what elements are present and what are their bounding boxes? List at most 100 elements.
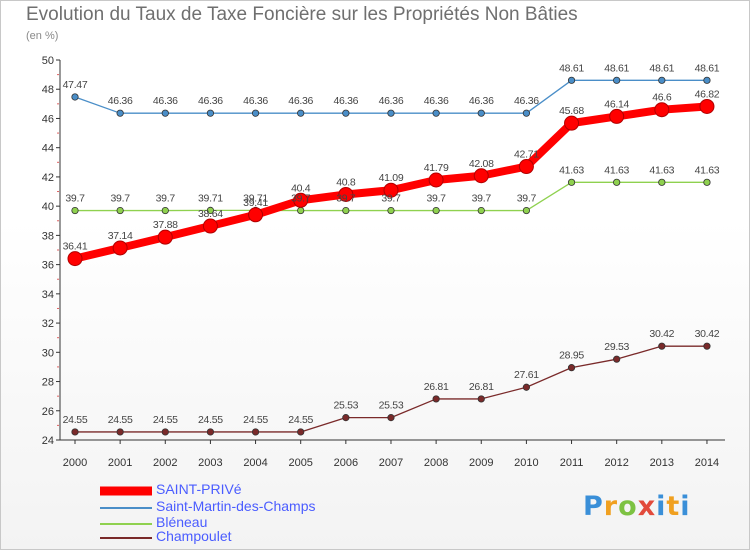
- unit-label: (en %): [26, 30, 59, 42]
- data-point: [654, 102, 670, 118]
- y-tick-label: 50: [42, 55, 54, 67]
- data-label: 41.63: [649, 164, 674, 176]
- data-point: [116, 206, 124, 215]
- data-label: 36.41: [63, 241, 88, 253]
- axes: 24 26 28 30 32 34 36 38 40 42 44 46 48 50 2000 2001 2002…: [42, 55, 725, 469]
- data-point: [383, 182, 399, 198]
- x-tick-label: 2003: [198, 457, 222, 469]
- y-tick-label: 32: [42, 318, 54, 330]
- data-point: [116, 109, 124, 117]
- series-layer: [67, 76, 715, 436]
- y-tick-label: 34: [42, 289, 54, 301]
- data-point: [477, 109, 485, 117]
- y-tick-label: 42: [42, 172, 54, 184]
- data-point: [522, 383, 531, 391]
- data-point: [293, 192, 309, 208]
- data-label: 46.36: [243, 95, 268, 107]
- data-point: [338, 186, 354, 202]
- data-point: [658, 76, 666, 84]
- data-label: 46.36: [198, 95, 223, 107]
- data-point: [477, 206, 485, 215]
- x-tick-label: 2001: [108, 457, 132, 469]
- x-tick-label: 2005: [288, 457, 312, 469]
- x-tick-label: 2009: [469, 457, 493, 469]
- data-label: 29.53: [604, 341, 629, 353]
- data-label: 39.71: [243, 192, 268, 204]
- data-label: 26.81: [424, 381, 449, 393]
- data-label: 41.09: [379, 172, 404, 184]
- data-label: 40.8: [336, 176, 356, 188]
- x-tick-label: 2002: [153, 457, 177, 469]
- data-label: 25.53: [333, 400, 358, 412]
- y-tick-label: 40: [42, 201, 54, 213]
- data-point: [161, 206, 169, 215]
- data-point: [428, 172, 444, 188]
- data-point: [658, 178, 666, 186]
- data-point: [613, 355, 621, 363]
- data-point: [206, 428, 215, 436]
- data-point: [297, 109, 305, 117]
- data-label: 39.7: [156, 193, 176, 205]
- data-label: 46.36: [514, 95, 539, 107]
- data-point: [567, 178, 576, 186]
- data-label: 28.95: [559, 350, 584, 362]
- data-point: [157, 229, 173, 245]
- x-tick-label: 2012: [604, 457, 628, 469]
- x-tick-label: 2011: [560, 457, 584, 469]
- data-point: [613, 178, 621, 186]
- data-label: 46.6: [652, 92, 672, 104]
- data-point: [432, 109, 440, 117]
- data-label: 47.47: [63, 79, 88, 91]
- data-point: [297, 428, 305, 436]
- x-tick-label: 2013: [650, 457, 674, 469]
- x-tick-label: 2000: [63, 457, 87, 469]
- legend-label: SAINT-PRIVé: [156, 481, 242, 497]
- data-label: 24.55: [63, 414, 88, 426]
- data-label: 37.88: [153, 219, 178, 231]
- data-label: 46.82: [695, 88, 720, 100]
- data-point: [116, 428, 124, 436]
- data-point: [477, 395, 485, 403]
- data-label: 24.55: [198, 414, 223, 426]
- data-label: 48.61: [604, 62, 629, 74]
- data-point: [161, 109, 169, 117]
- data-point: [567, 76, 576, 84]
- x-tick-label: 2010: [514, 457, 538, 469]
- data-point: [522, 109, 531, 117]
- data-point: [342, 206, 350, 215]
- y-tick-label: 46: [42, 113, 54, 125]
- data-point: [297, 206, 305, 215]
- data-label: 46.14: [604, 98, 629, 110]
- data-point: [112, 240, 128, 256]
- data-label: 45.68: [559, 105, 584, 117]
- data-point: [387, 206, 395, 215]
- chart-title: Evolution du Taux de Taxe Foncière sur l…: [26, 4, 578, 25]
- legend-swatches: [100, 486, 152, 539]
- y-tick-label: 48: [42, 84, 54, 96]
- data-label: 26.81: [469, 381, 494, 393]
- data-label: 41.63: [695, 164, 720, 176]
- x-tick-label: 2008: [424, 457, 448, 469]
- proxiti-logo: Proxiti: [583, 491, 691, 522]
- data-label: 40.4: [291, 182, 311, 194]
- y-tick-label: 30: [42, 347, 54, 359]
- data-label: 38.64: [198, 208, 223, 220]
- data-label: 24.55: [153, 414, 178, 426]
- data-label: 27.61: [514, 369, 539, 381]
- data-point: [613, 76, 621, 84]
- data-point: [206, 206, 215, 214]
- data-label: 30.42: [695, 328, 720, 340]
- data-point: [161, 428, 169, 436]
- data-point: [703, 342, 711, 350]
- data-point: [67, 251, 83, 267]
- data-label: 41.63: [604, 164, 629, 176]
- data-point: [202, 218, 218, 234]
- y-tick-label: 26: [42, 406, 54, 418]
- data-point: [71, 428, 79, 436]
- data-label: 46.36: [379, 95, 404, 107]
- data-label: 39.7: [65, 193, 85, 205]
- data-label: 46.36: [288, 95, 313, 107]
- y-tick-label: 38: [42, 230, 54, 242]
